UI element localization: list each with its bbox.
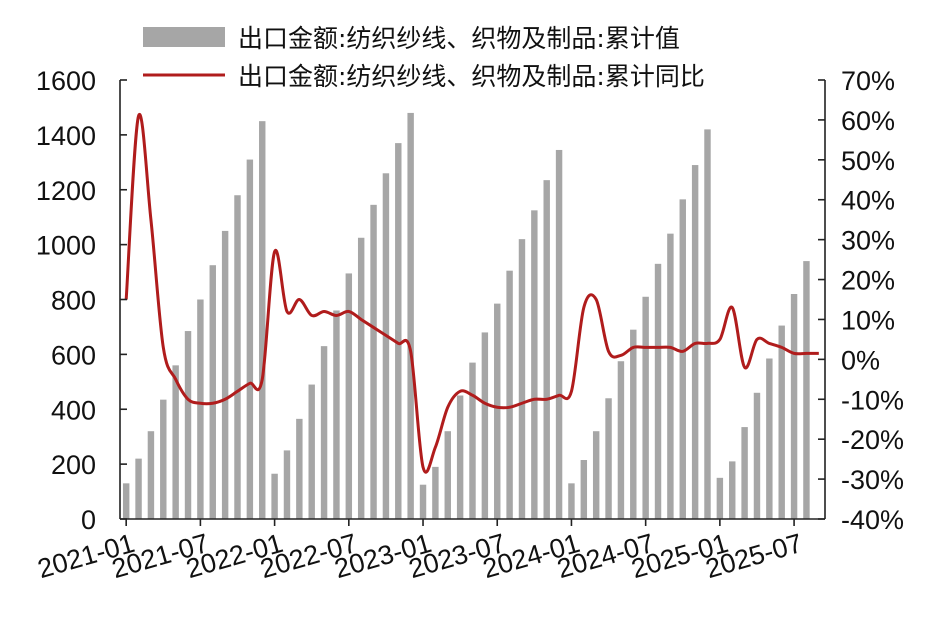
bar-2022-02 xyxy=(283,450,291,519)
bar-2024-10 xyxy=(679,199,686,519)
right-tick-label: -30% xyxy=(841,465,904,495)
yoy-line xyxy=(124,112,819,474)
right-tick-label: 20% xyxy=(841,266,895,296)
bar-2022-09 xyxy=(370,204,377,519)
legend: 出口金额:纺织纱线、织物及制品:累计值 出口金额:纺织纱线、织物及制品:累计同比 xyxy=(143,24,705,91)
bar-2025-02 xyxy=(729,461,736,519)
bar-2025-08 xyxy=(803,261,810,519)
left-tick-label: 1200 xyxy=(36,176,96,206)
bar-2023-11 xyxy=(543,180,550,519)
bar-2025-07 xyxy=(790,294,798,519)
bar-2023-07 xyxy=(494,303,501,519)
bar-2024-07 xyxy=(642,296,649,519)
bar-2024-03 xyxy=(592,431,600,519)
bar-2023-09 xyxy=(518,239,526,519)
bar-2021-05 xyxy=(172,365,179,519)
bar-2021-04 xyxy=(160,399,167,519)
bar-2021-07 xyxy=(197,299,204,519)
bar-2022-11 xyxy=(395,143,402,520)
bar-2023-02 xyxy=(432,466,439,519)
bar-2024-12 xyxy=(704,129,711,519)
bar-2024-08 xyxy=(654,263,662,519)
bar-2021-08 xyxy=(209,265,216,519)
bar-2023-12 xyxy=(555,149,563,519)
bar-2024-02 xyxy=(580,460,588,519)
bar-2021-03 xyxy=(147,431,155,519)
right-tick-label: -20% xyxy=(841,425,904,455)
left-tick-label: 1000 xyxy=(36,231,96,261)
left-tick-label: 200 xyxy=(51,450,96,480)
bar-2023-06 xyxy=(481,332,489,519)
bar-2024-06 xyxy=(630,329,637,519)
bar-2021-01 xyxy=(122,483,130,519)
bar-2022-08 xyxy=(357,237,365,519)
bar-2025-05 xyxy=(766,358,773,519)
right-tick-label: 0% xyxy=(841,345,880,375)
right-tick-label: -10% xyxy=(841,385,904,415)
bar-2022-05 xyxy=(320,346,328,519)
bar-2023-08 xyxy=(506,270,513,519)
right-tick-label: 50% xyxy=(841,146,895,176)
bar-2025-01 xyxy=(716,477,724,519)
legend-line-label: 出口金额:纺织纱线、织物及制品:累计同比 xyxy=(238,62,705,91)
bar-2021-09 xyxy=(221,230,229,519)
left-tick-label: 600 xyxy=(51,340,96,370)
bar-2023-03 xyxy=(444,431,451,519)
bar-2021-06 xyxy=(184,331,192,519)
bar-2024-04 xyxy=(605,398,612,519)
bars-layer xyxy=(122,112,810,520)
bar-2023-10 xyxy=(531,210,538,519)
bar-2023-04 xyxy=(456,395,464,519)
bar-2022-03 xyxy=(296,418,303,519)
bar-2022-12 xyxy=(407,112,414,520)
left-y-ticks: 0 200 400 600 800 1000 1200 1400 1600 xyxy=(36,66,127,535)
bar-2025-04 xyxy=(753,392,761,519)
left-tick-label: 400 xyxy=(51,395,96,425)
bar-2021-02 xyxy=(135,458,142,519)
right-tick-label: 60% xyxy=(841,106,895,136)
bar-2024-05 xyxy=(617,361,625,519)
bar-2021-12 xyxy=(259,121,266,519)
bar-2023-05 xyxy=(469,362,476,519)
bar-2024-01 xyxy=(568,483,575,519)
left-tick-label: 1400 xyxy=(36,121,96,151)
right-tick-label: 40% xyxy=(841,186,895,216)
bar-2022-01 xyxy=(271,473,278,519)
left-tick-label: 0 xyxy=(81,505,96,535)
right-tick-label: 70% xyxy=(841,66,895,96)
right-y-ticks: -40% -30% -20% -10% 0% 10% 20% 30% 40% 50% 60% 70% xyxy=(818,66,904,535)
bar-2023-01 xyxy=(419,484,427,519)
x-ticks: 2021-012021-072022-012022-072023-012023-… xyxy=(34,519,806,584)
left-tick-label: 800 xyxy=(51,286,96,316)
bar-2025-06 xyxy=(778,325,785,519)
bar-2024-09 xyxy=(667,233,674,519)
legend-bar-label: 出口金额:纺织纱线、织物及制品:累计值 xyxy=(238,24,680,53)
left-tick-label: 1600 xyxy=(36,66,96,96)
right-tick-label: 30% xyxy=(841,226,895,256)
bar-2022-06 xyxy=(333,310,340,519)
bar-2021-11 xyxy=(246,159,254,519)
legend-bar-swatch xyxy=(143,27,225,47)
bar-2022-10 xyxy=(382,173,390,520)
right-tick-label: -40% xyxy=(841,505,904,535)
bar-2021-10 xyxy=(234,195,241,520)
bar-2022-07 xyxy=(345,273,353,519)
right-tick-label: 10% xyxy=(841,305,895,335)
bar-2022-04 xyxy=(308,384,315,519)
bar-2025-03 xyxy=(741,427,748,519)
